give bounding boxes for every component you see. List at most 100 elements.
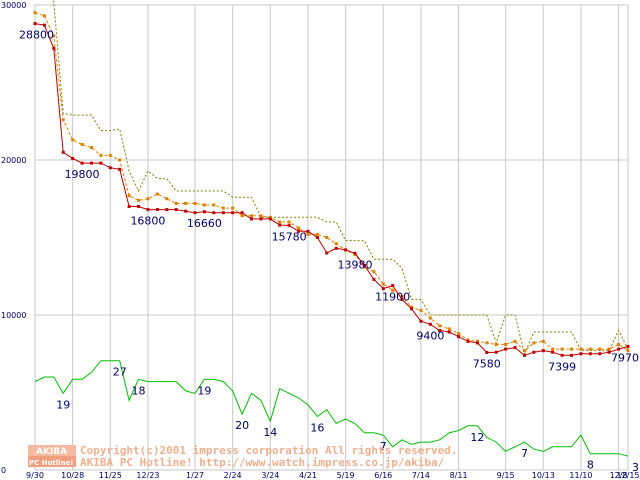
point-minimum [438,329,442,332]
data-label-minimum: 13980 [338,258,373,271]
point-average [325,236,329,239]
watermark-url: AKIBA PC Hotline! http://www.watch.impre… [80,456,445,469]
point-average [381,282,385,286]
y-tick-label: 30000 [1,1,26,10]
grid [34,4,629,471]
data-label-minimum: 7580 [473,358,501,371]
data-labels: 28800 19800 16800 16660 15780 13980 11900 9400 7… [19,29,639,474]
point-minimum [287,223,291,227]
point-average [52,34,56,38]
point-average [202,203,206,207]
point-minimum [344,248,348,252]
point-average [165,197,169,201]
point-minimum [560,353,564,357]
data-label-minimum: 15780 [272,230,307,243]
point-average [127,194,131,198]
point-average [579,347,583,351]
data-label-shop_count: 20 [235,419,249,432]
x-tick-label: 10/13 [532,471,555,480]
point-average [249,214,253,218]
point-average [457,332,461,336]
series-line-dotted_upper [51,0,629,356]
point-average [231,206,235,210]
data-label-shop_count: 18 [132,384,146,397]
point-minimum [475,341,479,345]
point-average [108,153,112,157]
point-average [419,308,423,312]
x-tick-label: 12/23 [136,471,159,480]
point-average [570,347,574,351]
point-average [42,14,46,18]
point-average [80,143,84,146]
point-minimum [99,161,103,165]
point-average [400,294,404,298]
point-average [297,226,301,230]
point-average [513,339,517,343]
point-minimum [428,322,432,326]
y-axis-ticks: 0 10000 20000 30000 [1,1,26,475]
point-minimum [419,319,423,323]
point-average [240,214,244,218]
data-label-minimum: 11900 [375,291,410,304]
point-average [193,201,197,205]
point-average [607,347,611,351]
point-minimum [202,210,206,214]
point-minimum [306,229,310,233]
point-average [118,158,122,162]
point-average [438,324,442,328]
x-axis-ticks: 9/30 10/28 11/25 12/23 1/27 2/24 3/24 4/21 5/19 6… [26,471,640,480]
point-minimum [118,167,122,171]
point-average [362,265,366,269]
point-average [146,197,150,201]
data-label-shop_count: 16 [310,422,324,435]
data-label-shop_count: 19 [197,384,211,397]
data-label-shop_count: 14 [263,426,277,439]
point-minimum [127,205,131,208]
point-minimum [457,335,461,339]
point-minimum [33,22,37,26]
point-minimum [617,347,621,351]
point-average [174,201,178,205]
data-label-shop_count: 8 [587,459,594,472]
data-label-minimum: 7970 [611,351,639,364]
point-average [287,220,291,224]
data-label-shop_count: 7 [521,447,528,460]
point-minimum [607,350,611,354]
data-label-shop_count: 19 [56,398,70,411]
data-label-minimum: 9400 [416,329,444,342]
point-minimum [504,347,508,351]
x-tick-label: 12/15 [616,471,639,480]
point-average [334,242,338,246]
x-tick-label: 7/14 [412,471,430,480]
point-minimum [579,352,583,356]
point-minimum [598,352,602,356]
x-tick-label: 11/10 [569,471,592,480]
point-minimum [259,217,263,221]
series-lines [33,0,630,457]
point-average [428,316,432,320]
point-average [617,342,621,346]
point-minimum [42,23,46,27]
watermark: AKIBA PC Hotline! Copyright(c)2001 impre… [28,444,458,469]
point-average [466,338,470,342]
point-minimum [146,208,150,212]
watermark-logo-top-text: AKIBA [36,447,67,457]
point-minimum [240,211,244,215]
point-minimum [522,353,526,357]
data-label-shop_count: 27 [113,366,127,379]
point-average [598,347,602,351]
point-average [71,138,75,142]
point-minimum [532,350,536,354]
point-minimum [278,223,282,227]
x-tick-label: 4/21 [299,471,317,480]
x-tick-label: 12/8 [610,471,628,480]
point-minimum [466,339,470,343]
plot-frame [34,4,629,471]
point-minimum [212,211,216,215]
point-average [278,220,282,224]
y-tick-label: 10000 [1,311,26,320]
point-average [372,270,376,274]
y-tick-label: 0 [1,466,6,475]
point-minimum [372,277,376,281]
point-average [504,342,508,346]
